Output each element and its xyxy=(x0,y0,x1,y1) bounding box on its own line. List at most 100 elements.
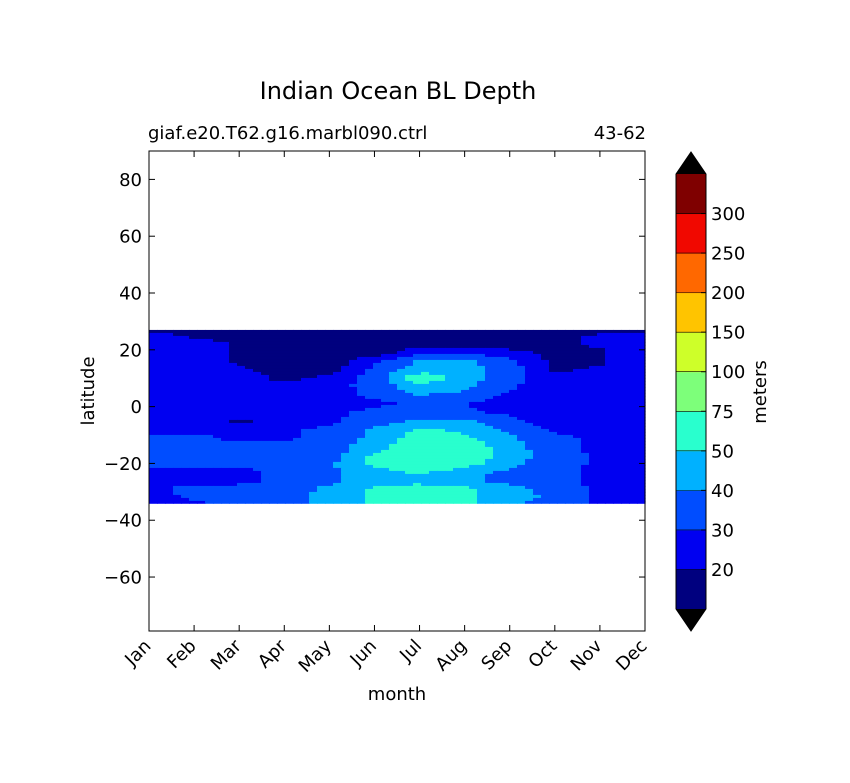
heatmap-cell xyxy=(397,500,406,504)
heatmap-cell xyxy=(261,332,270,337)
heatmap-cell xyxy=(149,446,158,451)
heatmap-cell xyxy=(253,389,262,394)
heatmap-cell xyxy=(581,464,590,469)
heatmap-cell xyxy=(285,479,294,484)
heatmap-cell xyxy=(389,404,398,409)
heatmap-cell xyxy=(341,410,350,415)
heatmap-cell xyxy=(173,446,182,451)
heatmap-cell xyxy=(389,338,398,343)
heatmap-cell xyxy=(533,473,542,478)
heatmap-cell xyxy=(165,422,174,427)
heatmap-cell xyxy=(581,413,590,418)
heatmap-cell xyxy=(317,458,326,463)
heatmap-cell xyxy=(373,461,382,466)
heatmap-cell xyxy=(373,473,382,478)
heatmap-cell xyxy=(213,392,222,397)
heatmap-cell xyxy=(469,434,478,439)
heatmap-cell xyxy=(277,377,286,382)
heatmap-cell xyxy=(589,377,598,382)
heatmap-cell xyxy=(469,494,478,499)
heatmap-cell xyxy=(149,500,158,504)
heatmap-cell xyxy=(637,368,646,373)
heatmap-cell xyxy=(381,353,390,358)
heatmap-cell xyxy=(365,332,374,337)
heatmap-cell xyxy=(205,335,214,340)
heatmap-cell xyxy=(197,419,206,424)
heatmap-cell xyxy=(309,488,318,493)
heatmap-cell xyxy=(525,404,534,409)
heatmap-cell xyxy=(445,344,454,349)
heatmap-cell xyxy=(357,344,366,349)
heatmap-cell xyxy=(445,398,454,403)
heatmap-cell xyxy=(157,497,166,502)
heatmap-cell xyxy=(341,386,350,391)
heatmap-cell xyxy=(181,332,190,337)
heatmap-cell xyxy=(221,446,230,451)
heatmap-cell xyxy=(453,341,462,346)
heatmap-cell xyxy=(477,434,486,439)
heatmap-cell xyxy=(501,440,510,445)
heatmap-cell xyxy=(573,413,582,418)
heatmap-cell xyxy=(509,362,518,367)
heatmap-cell xyxy=(173,398,182,403)
heatmap-cell xyxy=(581,470,590,475)
heatmap-cell xyxy=(341,365,350,370)
heatmap-cell xyxy=(197,359,206,364)
heatmap-cell xyxy=(181,482,190,487)
heatmap-cell xyxy=(205,455,214,460)
heatmap-cell xyxy=(365,344,374,349)
heatmap-cell xyxy=(637,329,646,334)
heatmap-cell xyxy=(213,482,222,487)
heatmap-cell xyxy=(621,347,630,352)
heatmap-cell xyxy=(341,461,350,466)
heatmap-cell xyxy=(517,404,526,409)
heatmap-cell xyxy=(629,398,638,403)
heatmap-cell xyxy=(309,428,318,433)
heatmap-cell xyxy=(325,335,334,340)
heatmap-cell xyxy=(389,356,398,361)
heatmap-cell xyxy=(525,359,534,364)
heatmap-cell xyxy=(413,344,422,349)
heatmap-cell xyxy=(349,422,358,427)
heatmap-cell xyxy=(477,449,486,454)
heatmap-cell xyxy=(501,482,510,487)
heatmap-cell xyxy=(277,413,286,418)
heatmap-cell xyxy=(189,368,198,373)
heatmap-cell xyxy=(349,332,358,337)
heatmap-cell xyxy=(373,371,382,376)
heatmap-cell xyxy=(341,449,350,454)
heatmap-cell xyxy=(581,437,590,442)
heatmap-cell xyxy=(221,344,230,349)
heatmap-cell xyxy=(269,500,278,504)
heatmap-cell xyxy=(213,446,222,451)
heatmap-cell xyxy=(229,464,238,469)
heatmap-cell xyxy=(341,347,350,352)
heatmap-cell xyxy=(517,488,526,493)
heatmap-cell xyxy=(493,470,502,475)
heatmap-cell xyxy=(621,491,630,496)
heatmap-cell xyxy=(565,500,574,504)
heatmap-cell xyxy=(173,344,182,349)
heatmap-cell xyxy=(461,341,470,346)
heatmap-cell xyxy=(437,434,446,439)
heatmap-cell xyxy=(565,452,574,457)
heatmap-cell xyxy=(453,497,462,502)
heatmap-cell xyxy=(509,377,518,382)
heatmap-cell xyxy=(605,353,614,358)
heatmap-cell xyxy=(477,335,486,340)
heatmap-cell xyxy=(389,377,398,382)
heatmap-cell xyxy=(157,500,166,504)
heatmap-cell xyxy=(621,386,630,391)
heatmap-cell xyxy=(237,467,246,472)
heatmap-cell xyxy=(381,431,390,436)
heatmap-cell xyxy=(413,488,422,493)
heatmap-cell xyxy=(397,332,406,337)
heatmap-cell xyxy=(205,476,214,481)
heatmap-cell xyxy=(293,398,302,403)
heatmap-cell xyxy=(197,491,206,496)
heatmap-cell xyxy=(213,431,222,436)
heatmap-cell xyxy=(597,359,606,364)
heatmap-cell xyxy=(189,353,198,358)
heatmap-cell xyxy=(605,461,614,466)
heatmap-cell xyxy=(285,359,294,364)
